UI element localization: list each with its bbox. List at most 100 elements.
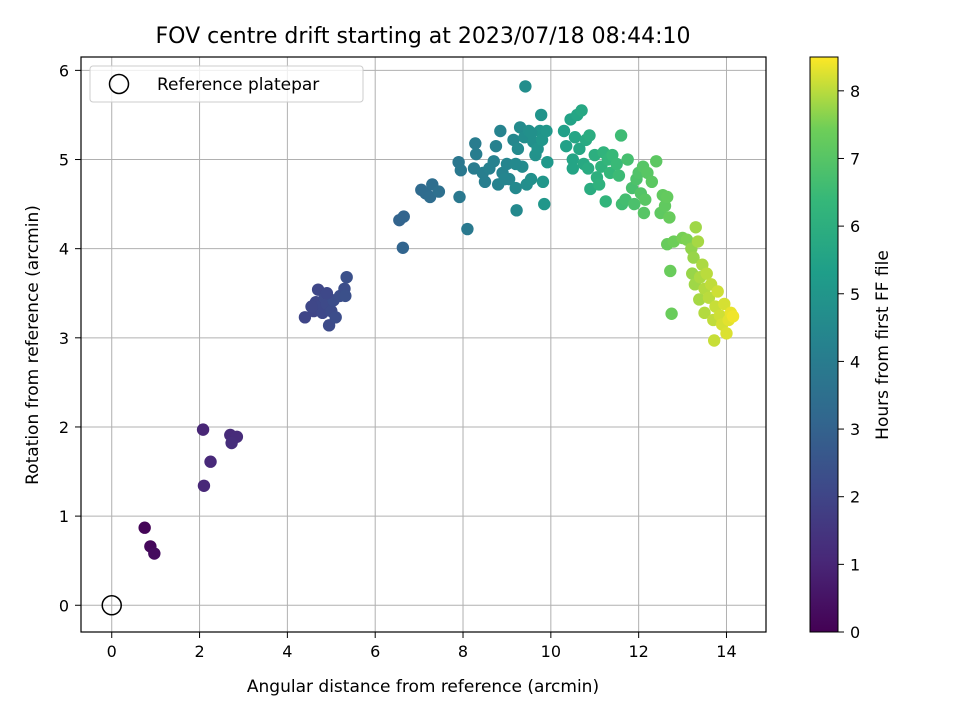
legend-entry-reference: Reference platepar — [157, 75, 319, 95]
y-tick-label: 0 — [59, 596, 69, 615]
data-point — [397, 210, 410, 223]
data-point — [498, 172, 511, 186]
colorbar-ticks: 0 1 2 3 4 5 6 7 8 — [838, 82, 860, 642]
x-axis-ticks: 0 2 4 6 8 10 12 14 — [107, 632, 737, 661]
y-tick-label: 4 — [59, 240, 69, 259]
data-point — [661, 190, 674, 204]
data-point — [320, 287, 334, 300]
legend-marker-icon — [108, 73, 130, 95]
colorbar-tick-label: 0 — [850, 623, 860, 642]
x-tick-label: 14 — [716, 642, 736, 661]
data-point — [494, 124, 507, 138]
reference-layer — [101, 595, 122, 616]
data-point — [138, 521, 151, 534]
data-point — [534, 108, 548, 122]
data-point — [509, 157, 522, 171]
data-point — [612, 169, 626, 182]
data-point — [305, 300, 318, 313]
data-point — [225, 436, 238, 450]
data-point — [621, 153, 634, 166]
data-point — [566, 162, 579, 175]
data-point — [592, 178, 606, 191]
data-point — [489, 139, 503, 153]
legend-box — [89, 65, 364, 103]
data-point — [665, 307, 678, 320]
data-point — [700, 267, 713, 280]
data-point — [726, 310, 740, 323]
y-tick-label: 2 — [59, 418, 69, 437]
data-point — [664, 264, 677, 278]
data-point — [500, 157, 514, 171]
data-point — [204, 455, 217, 468]
y-tick-label: 1 — [59, 507, 69, 526]
data-point — [599, 195, 612, 208]
colorbar-label: Hours from first FF file — [873, 250, 893, 440]
data-point — [568, 131, 582, 144]
data-point — [698, 306, 711, 320]
x-tick-label: 4 — [282, 642, 292, 661]
data-point — [469, 147, 483, 161]
data-point — [560, 139, 573, 153]
data-point — [538, 197, 551, 211]
data-point — [432, 185, 446, 198]
x-tick-label: 12 — [628, 642, 648, 661]
data-point — [524, 126, 538, 139]
y-tick-label: 6 — [59, 61, 69, 80]
x-tick-label: 0 — [107, 642, 117, 661]
x-axis-label: Angular distance from reference (arcmin) — [247, 677, 599, 697]
y-tick-label: 5 — [59, 151, 69, 170]
colorbar-tick-label: 7 — [850, 149, 860, 168]
data-point — [720, 327, 733, 340]
colorbar-tick-label: 4 — [850, 352, 860, 371]
colorbar-tick-label: 8 — [850, 82, 860, 101]
data-point — [637, 206, 651, 220]
colorbar-tick-label: 1 — [850, 555, 860, 574]
data-point — [693, 293, 706, 306]
data-point — [453, 190, 466, 204]
data-point — [148, 547, 161, 560]
data-point — [610, 157, 623, 171]
colorbar-tick-label: 3 — [850, 420, 860, 439]
data-point — [461, 222, 474, 236]
reference-platepar-point — [101, 595, 122, 616]
colorbar-tick-label: 2 — [850, 488, 860, 507]
data-point — [628, 197, 641, 211]
data-point — [639, 193, 652, 206]
data-point — [702, 291, 716, 304]
y-axis-label: Rotation from reference (arcmin) — [23, 205, 43, 485]
data-point — [197, 479, 211, 492]
y-axis-ticks: 0 1 2 3 4 5 6 — [59, 61, 81, 615]
data-point — [691, 235, 705, 248]
data-point — [454, 164, 468, 177]
data-point — [581, 162, 595, 175]
data-point — [614, 129, 628, 142]
data-point — [509, 181, 522, 195]
data-point — [487, 155, 500, 168]
legend: Reference platepar — [89, 65, 364, 103]
grid — [81, 57, 766, 632]
colorbar-tick-label: 6 — [850, 217, 860, 236]
data-point — [707, 334, 721, 347]
data-point — [298, 311, 312, 324]
x-tick-label: 10 — [541, 642, 561, 661]
x-tick-label: 6 — [370, 642, 380, 661]
data-point — [541, 155, 554, 169]
data-point — [718, 297, 731, 311]
data-point — [339, 289, 352, 303]
data-point — [196, 423, 210, 436]
data-point — [687, 251, 700, 264]
data-point — [536, 175, 550, 189]
data-point — [689, 221, 702, 234]
data-point — [557, 124, 571, 138]
data-point — [396, 241, 410, 254]
plot-frame — [80, 56, 767, 633]
data-point — [575, 104, 588, 117]
data-point — [583, 129, 596, 142]
data-point — [340, 270, 353, 284]
data-point — [478, 175, 492, 189]
colorbar-tick-label: 5 — [850, 285, 860, 304]
chart-title: FOV centre drift starting at 2023/07/18 … — [156, 24, 691, 49]
colorbar-gradient — [809, 56, 839, 633]
data-point — [711, 285, 724, 298]
